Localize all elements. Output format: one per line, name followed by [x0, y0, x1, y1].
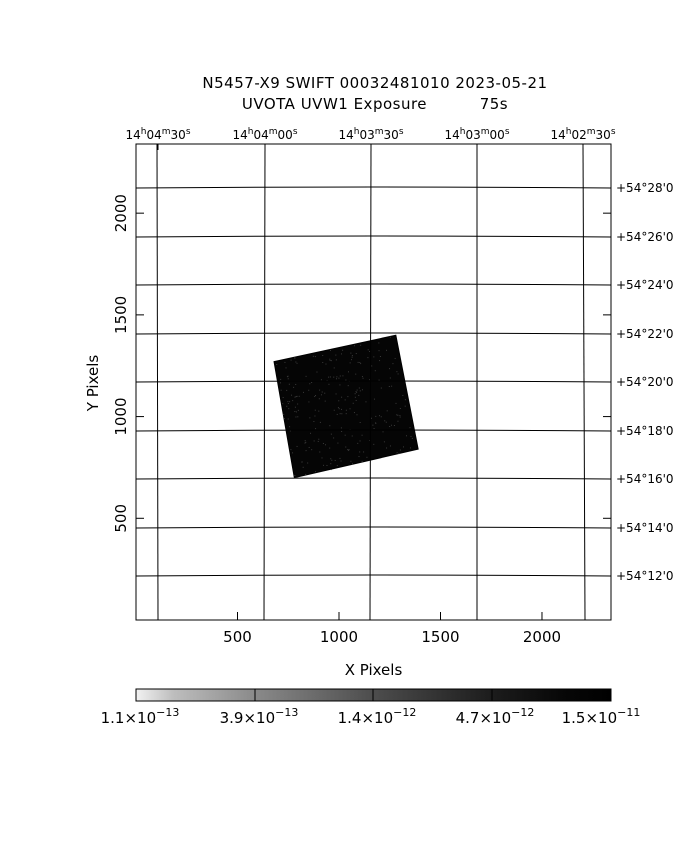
dec-tick-label: +54°22'0 — [616, 327, 674, 341]
chart-title: N5457-X9 SWIFT 00032481010 2023-05-21 — [202, 74, 548, 92]
ra-tick-label: 14h02m30s — [550, 127, 615, 142]
colorbar-tick-label: 3.9×10−13 — [220, 706, 299, 727]
ra-tick-label: 14h04m30s — [125, 127, 190, 142]
colorbar-tick-label: 1.1×10−13 — [101, 706, 180, 727]
dec-grid-line — [135, 380, 612, 383]
dec-grid-line — [135, 235, 612, 238]
plot-frame — [135, 143, 612, 621]
dec-tick-label: +54°24'0 — [616, 278, 674, 292]
dec-tick-label: +54°28'0 — [616, 181, 674, 195]
dec-grid-line — [135, 429, 612, 432]
colorbar-tick-label: 1.5×10−11 — [562, 706, 641, 727]
exposure-region — [273, 334, 419, 479]
dec-grid-line — [135, 186, 612, 189]
dec-grid-line — [135, 526, 612, 529]
x-tick-label: 2000 — [523, 628, 561, 646]
chart-subtitle: UVOTA UVW1 Exposure 75s — [241, 95, 509, 113]
colorbar-tick-label: 4.7×10−12 — [456, 706, 535, 727]
ra-grid-line — [369, 143, 372, 621]
colorbar-tick-label: 1.4×10−12 — [338, 706, 417, 727]
ra-tick-label: 14h04m00s — [232, 127, 297, 142]
dec-grid-line — [135, 574, 612, 577]
dec-grid-line — [135, 332, 612, 335]
ra-grid-line — [263, 143, 266, 621]
y-axis-label: Y Pixels — [84, 355, 102, 413]
x-tick-label: 1500 — [421, 628, 459, 646]
dec-grid-line — [135, 283, 612, 286]
dec-grid-line — [135, 477, 612, 480]
dec-tick-label: +54°14'0 — [616, 521, 674, 535]
dec-tick-label: +54°18'0 — [616, 424, 674, 438]
x-tick-label: 1000 — [320, 628, 358, 646]
y-tick-label: 500 — [112, 504, 130, 533]
y-tick-label: 1000 — [112, 397, 130, 435]
x-tick-label: 500 — [223, 628, 252, 646]
y-tick-label: 1500 — [112, 296, 130, 334]
dec-tick-label: +54°16'0 — [616, 472, 674, 486]
exposure-noise — [276, 336, 413, 476]
x-axis-label: X Pixels — [345, 661, 403, 679]
ra-tick-label: 14h03m00s — [444, 127, 509, 142]
dec-tick-label: +54°12'0 — [616, 569, 674, 583]
coordinate-grid — [135, 143, 612, 621]
dec-tick-label: +54°26'0 — [616, 230, 674, 244]
ra-tick-label: 14h03m30s — [338, 127, 403, 142]
dec-tick-label: +54°20'0 — [616, 375, 674, 389]
y-tick-label: 2000 — [112, 194, 130, 232]
